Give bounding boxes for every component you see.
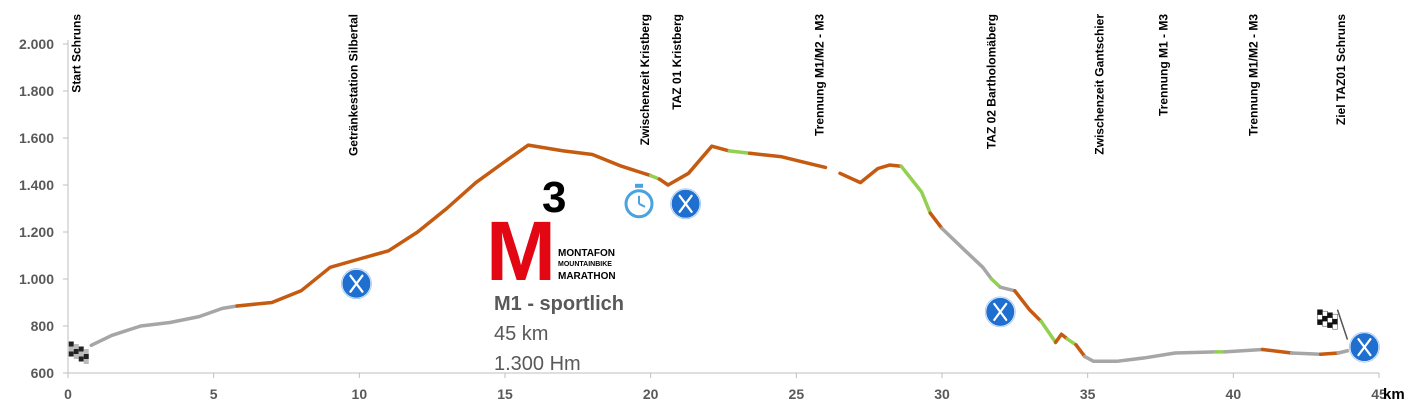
elevation-segment-gravel [1074, 343, 1087, 359]
x-tick-label: 0 [64, 386, 72, 402]
elevation-segment-gravel [1318, 351, 1340, 356]
elevation-segment-trail [1039, 319, 1058, 345]
x-tick-label: 15 [497, 386, 513, 402]
y-tick-label: 1.000 [19, 271, 54, 287]
elevation-segment-trail [899, 164, 933, 215]
x-tick-label: 40 [1226, 386, 1242, 402]
start-flag-icon [68, 341, 89, 364]
elevation-segment-asphalt [1289, 351, 1323, 356]
elevation-segment-gravel [747, 151, 828, 170]
y-tick-label: 1.200 [19, 224, 54, 240]
logo-line-3: MARATHON [558, 271, 616, 282]
route-annotation: Getränkestation Silbertal [347, 14, 361, 156]
elevation-segment-asphalt [1222, 347, 1265, 354]
route-markers [68, 183, 1381, 364]
route-annotation: TAZ 02 Bartholomäberg [985, 14, 999, 149]
route-annotations: Start Schruns Getränkestation Silbertal Zw… [70, 14, 1348, 156]
x-tick-label: 30 [934, 386, 950, 402]
race-logo: M 3 MONTAFON MOUNTAINBIKE MARATHON [486, 173, 616, 298]
x-tick-label: 35 [1080, 386, 1096, 402]
elevation-segment-asphalt [89, 304, 239, 348]
route-annotation: Ziel TAZ01 Schruns [1334, 14, 1348, 125]
elevation-segment-trail [727, 149, 752, 156]
route-annotation: Zwischenzeit Gantschier [1092, 14, 1106, 155]
elevation-segment-gravel [1260, 347, 1294, 355]
y-tick-label: 1.400 [19, 177, 54, 193]
logo-line-1: MONTAFON [558, 248, 615, 259]
y-tick-label: 2.000 [19, 36, 54, 52]
elevation-segment-asphalt [940, 226, 994, 281]
stopwatch-icon [624, 183, 654, 219]
x-tick-label: 10 [352, 386, 368, 402]
y-tick-label: 800 [31, 318, 55, 334]
elevation-segment-gravel [235, 143, 653, 308]
y-tick-label: 1.600 [19, 130, 54, 146]
y-tick-label: 600 [31, 365, 55, 381]
x-tick-label: 25 [789, 386, 805, 402]
logo-superscript: 3 [542, 173, 566, 222]
route-annotation: TAZ 01 Kristberg [670, 14, 684, 110]
elevation-line [89, 143, 1355, 364]
aid-station-icon [669, 187, 702, 220]
elevation-segment-gravel [838, 163, 903, 185]
x-tick-label: 20 [643, 386, 659, 402]
route-annotation: Start Schruns [70, 14, 84, 93]
aid-station-icon [1348, 331, 1381, 364]
logo-line-2: MOUNTAINBIKE [558, 261, 612, 268]
x-unit-label: km [1383, 386, 1405, 403]
elevation-segment-trail [1065, 337, 1078, 347]
elevation-segment-gravel [1013, 289, 1043, 324]
route-annotation: Trennung M1/M2 - M3 [813, 14, 827, 136]
route-info: M1 - sportlich 45 km 1.300 Hm [494, 293, 624, 375]
route-distance: 45 km [494, 323, 548, 345]
aid-station-icon [340, 267, 373, 300]
elevation-segment-asphalt [998, 285, 1017, 293]
route-title: M1 - sportlich [494, 293, 624, 315]
logo-letter: M [486, 204, 556, 298]
x-tick-label: 5 [210, 386, 218, 402]
elevation-segment-asphalt [1083, 350, 1218, 364]
y-tick-label: 1.800 [19, 83, 54, 99]
finish-flag-icon [1317, 309, 1349, 340]
route-annotation: Trennung M1 - M3 [1156, 14, 1170, 116]
x-tick-label: 45 [1371, 386, 1387, 402]
elevation-segment-gravel [1053, 332, 1070, 345]
aid-station-icon [984, 295, 1017, 328]
elevation-segment-gravel [928, 211, 944, 231]
elevation-segment-gravel [657, 144, 732, 187]
route-elevation: 1.300 Hm [494, 353, 581, 375]
elevation-segment-trail [989, 277, 1003, 289]
axes: 600 800 1.000 1.200 1.400 1.600 1.800 2.000 0 5 10… [19, 36, 1405, 403]
route-annotation: Trennung M1/M2 - M3 [1247, 14, 1261, 136]
route-annotation: Zwischenzeit Kristberg [638, 14, 652, 145]
